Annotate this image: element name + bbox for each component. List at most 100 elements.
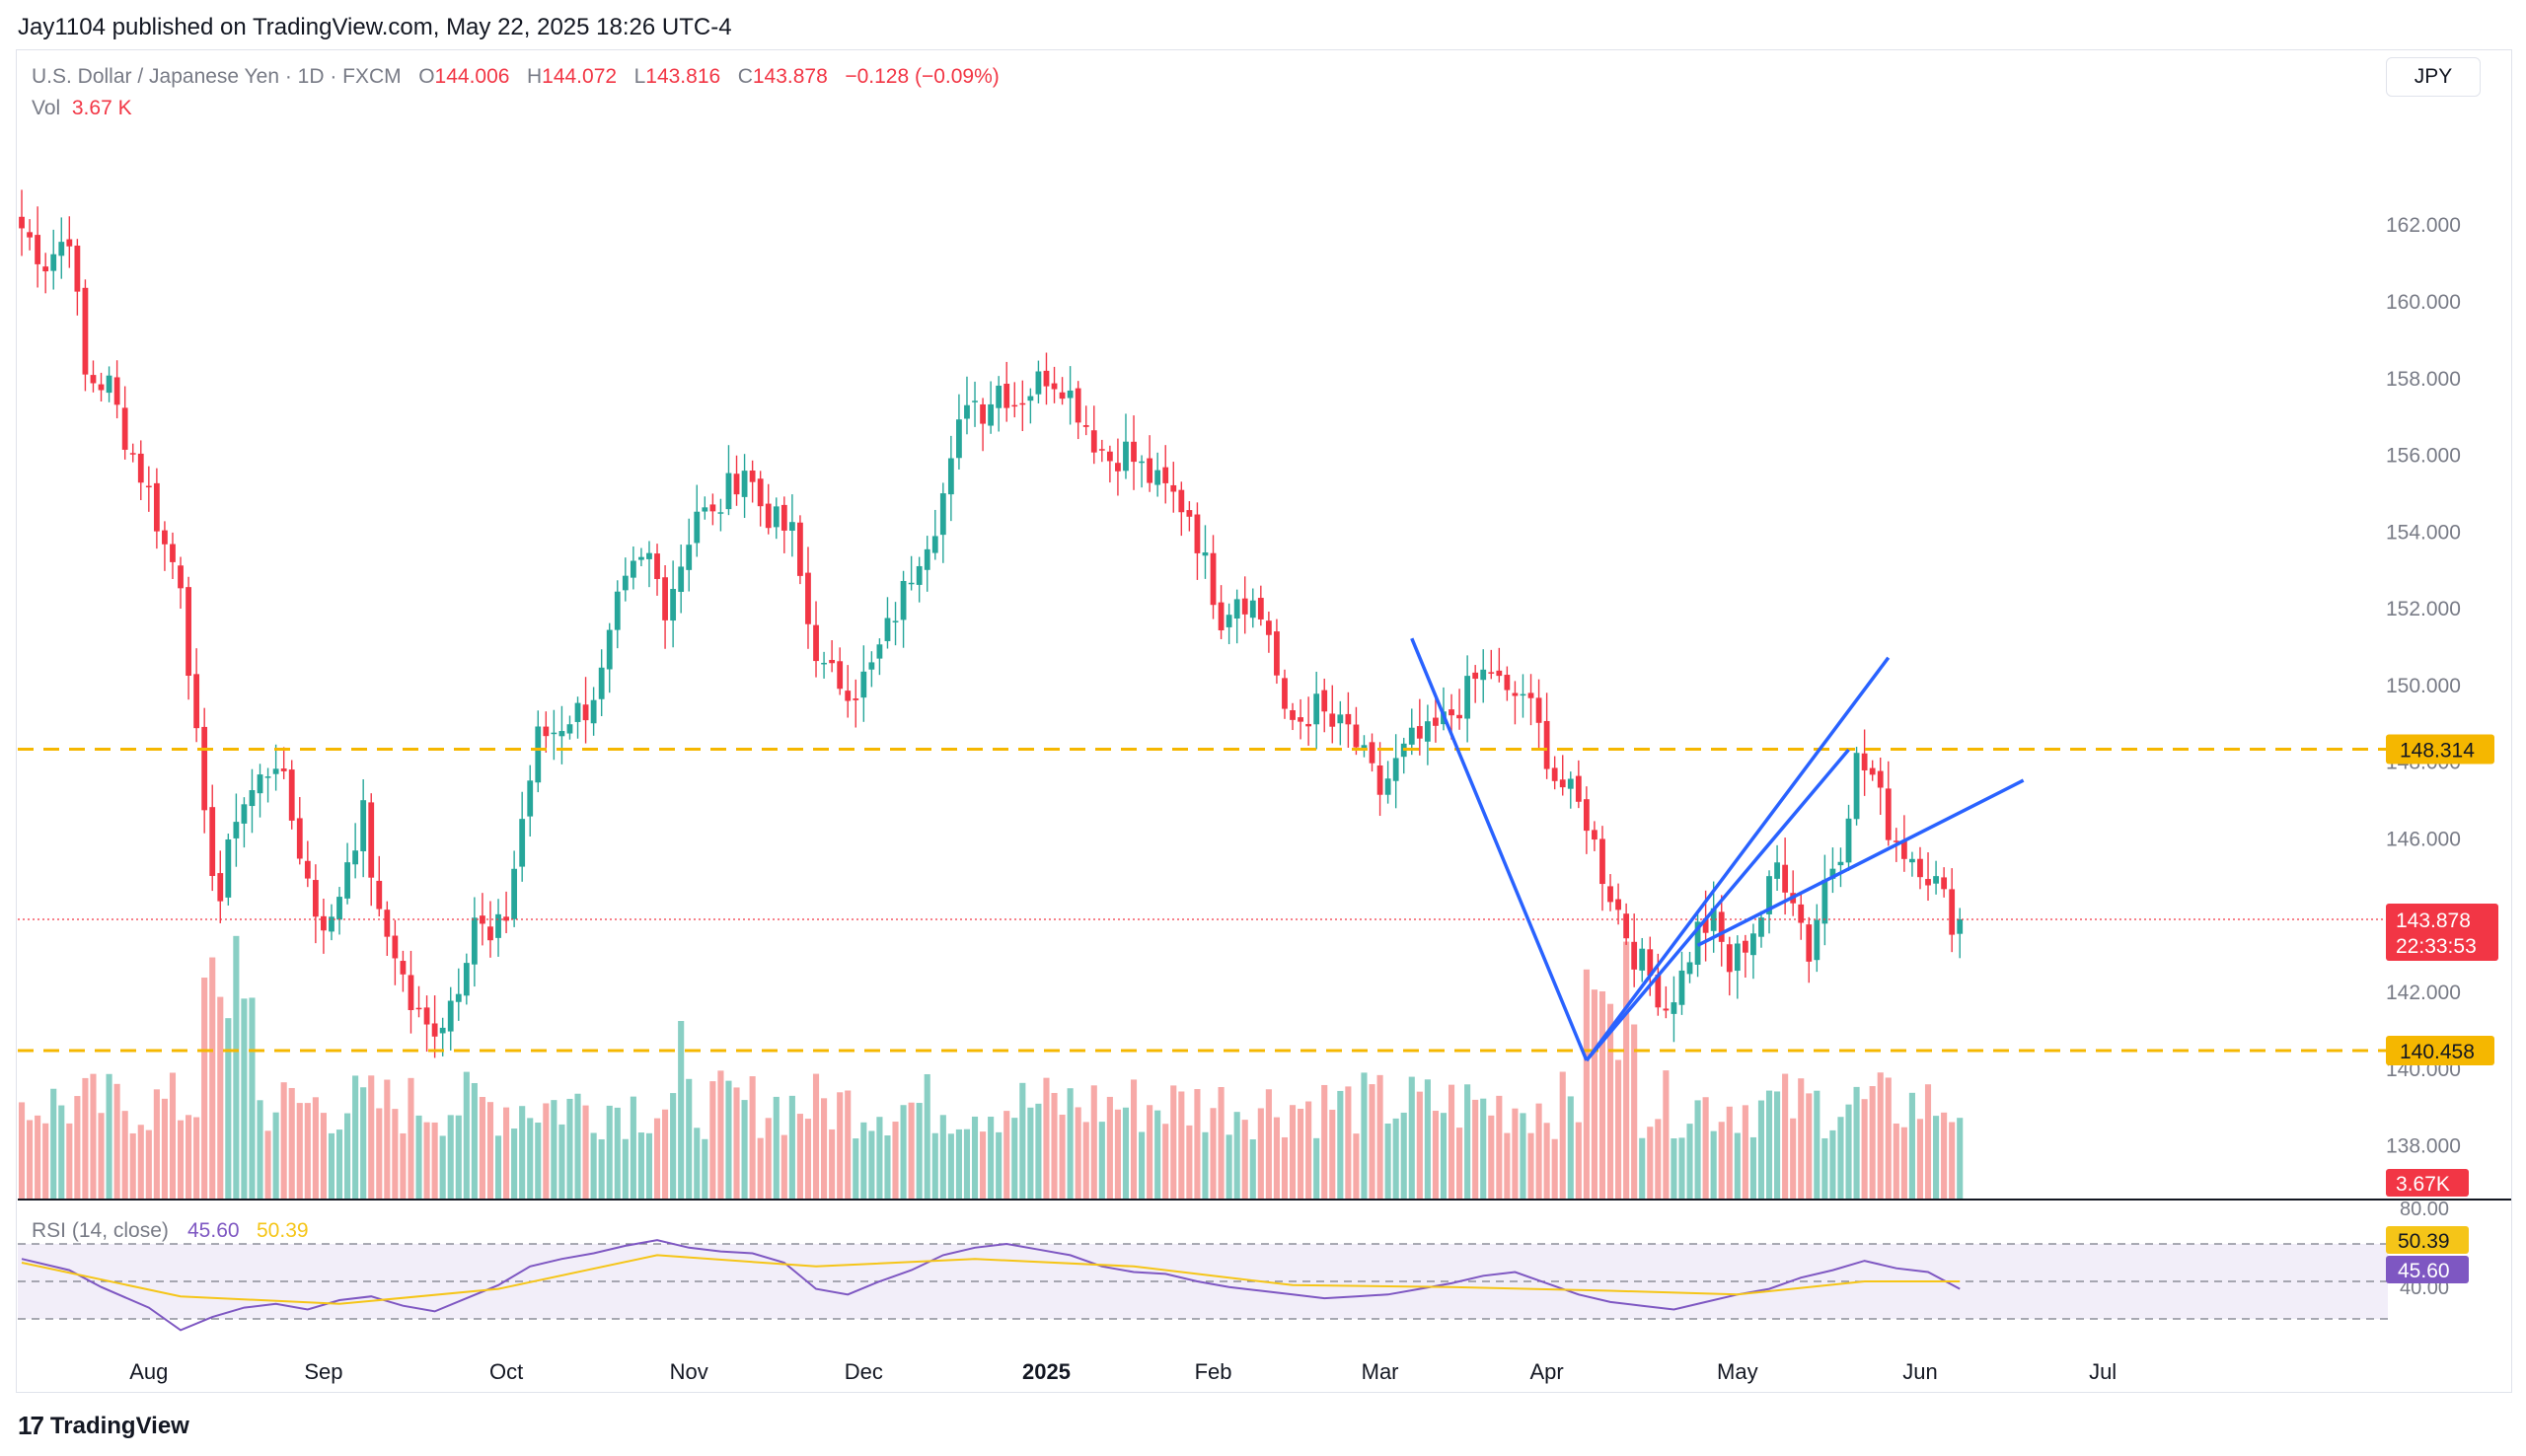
volume-bar (1226, 1134, 1232, 1199)
volume-bar (1821, 1137, 1828, 1199)
volume-bar (1916, 1119, 1924, 1199)
high-label: H (526, 65, 543, 88)
volume-bar (1194, 1089, 1201, 1199)
candle-body (574, 702, 581, 722)
candle-body (805, 572, 811, 624)
candle-body (121, 407, 128, 450)
candle-body (1433, 717, 1439, 726)
volume-bar (455, 1115, 462, 1199)
open-value: 144.006 (434, 65, 510, 88)
volume-bar (1853, 1086, 1860, 1199)
volume-bar (153, 1089, 160, 1199)
volume-bar (543, 1103, 550, 1199)
candle-body (1075, 388, 1081, 423)
candle-body (408, 975, 414, 1010)
candle-body (558, 731, 565, 737)
volume-bar (113, 1083, 120, 1199)
candle-body (773, 506, 780, 528)
candle-body (996, 385, 1003, 408)
volume-bar (241, 998, 248, 1199)
candle-body (1131, 441, 1137, 463)
candle-body (1798, 904, 1805, 923)
volume-bar (955, 1128, 962, 1199)
candle-body (1909, 858, 1915, 863)
volume-bar (439, 1135, 446, 1199)
candle-body (765, 503, 772, 529)
candle-body (829, 659, 836, 664)
time-axis-label: Nov (670, 1359, 708, 1384)
candle-body (590, 699, 597, 724)
candle-body (614, 591, 621, 630)
candle-body (1249, 600, 1256, 619)
high-value: 144.072 (542, 65, 618, 88)
rsi-ma-legend-value: 50.39 (257, 1219, 309, 1242)
volume-bar (1885, 1077, 1892, 1199)
volume-bar (1877, 1072, 1884, 1199)
candle-body (630, 560, 636, 578)
volume-bar (741, 1100, 748, 1199)
candle-body (1821, 879, 1828, 924)
volume-bar (1678, 1137, 1685, 1199)
candle-body (1392, 758, 1399, 781)
candle-body (1488, 672, 1495, 674)
candle-body (82, 287, 89, 375)
volume-bar (1361, 1072, 1368, 1199)
candle-body (900, 580, 907, 620)
candle-body (1647, 949, 1654, 976)
candle-body (1726, 944, 1733, 973)
candle-body (280, 768, 287, 771)
volume-bar (686, 1078, 693, 1199)
volume-bar (352, 1075, 359, 1199)
candle-body (487, 926, 493, 941)
volume-bar (947, 1133, 954, 1199)
volume-bar (50, 1088, 57, 1199)
volume-bar (1606, 1003, 1614, 1199)
candle-body (1869, 767, 1876, 775)
volume-bar (186, 1115, 192, 1199)
candle-body (972, 400, 978, 402)
candle-body (1305, 723, 1312, 727)
candle-body (1178, 489, 1185, 513)
volume-bar (1233, 1112, 1240, 1199)
candle-body (1845, 818, 1852, 863)
candle-body (296, 818, 303, 859)
candle-body (1139, 461, 1145, 464)
volume-bar (1575, 1122, 1582, 1199)
volume-bar (1298, 1108, 1304, 1199)
volume-bar (264, 1130, 271, 1199)
candle-body (1233, 599, 1240, 619)
candle-body (1051, 383, 1058, 390)
volume-bar (1392, 1118, 1399, 1199)
candle-body (27, 232, 33, 238)
candle-body (1480, 669, 1487, 681)
volume-bar (257, 1100, 263, 1199)
time-axis-label: Jul (2089, 1359, 2117, 1384)
volume-bar (821, 1098, 828, 1199)
trend-line (1410, 637, 1589, 1061)
price-pane (18, 189, 2511, 1201)
candle-body (686, 545, 693, 570)
volume-bar (201, 978, 208, 1199)
volume-bar (1924, 1084, 1932, 1199)
candle-body (1472, 672, 1479, 680)
volume-bar (1432, 1111, 1439, 1199)
volume-bar (1098, 1122, 1105, 1199)
candle-body (1742, 940, 1748, 953)
candle-body (1957, 918, 1964, 934)
candle-body (1027, 396, 1034, 401)
currency-selector[interactable]: JPY (2386, 57, 2481, 97)
trend-line (1696, 778, 2025, 947)
candle-body (1241, 598, 1248, 615)
candle-body (1282, 678, 1288, 709)
volume-bar (304, 1103, 311, 1199)
volume-bar (1520, 1113, 1526, 1199)
candle-body (1766, 876, 1772, 914)
price-tick-label: 158.000 (2386, 368, 2461, 391)
volume-bar (678, 1021, 685, 1199)
candle-body (1154, 470, 1161, 485)
volume-bar (1289, 1105, 1297, 1199)
volume-bar (1305, 1101, 1312, 1199)
candle-body (1933, 876, 1939, 884)
candle-body (1949, 889, 1956, 935)
